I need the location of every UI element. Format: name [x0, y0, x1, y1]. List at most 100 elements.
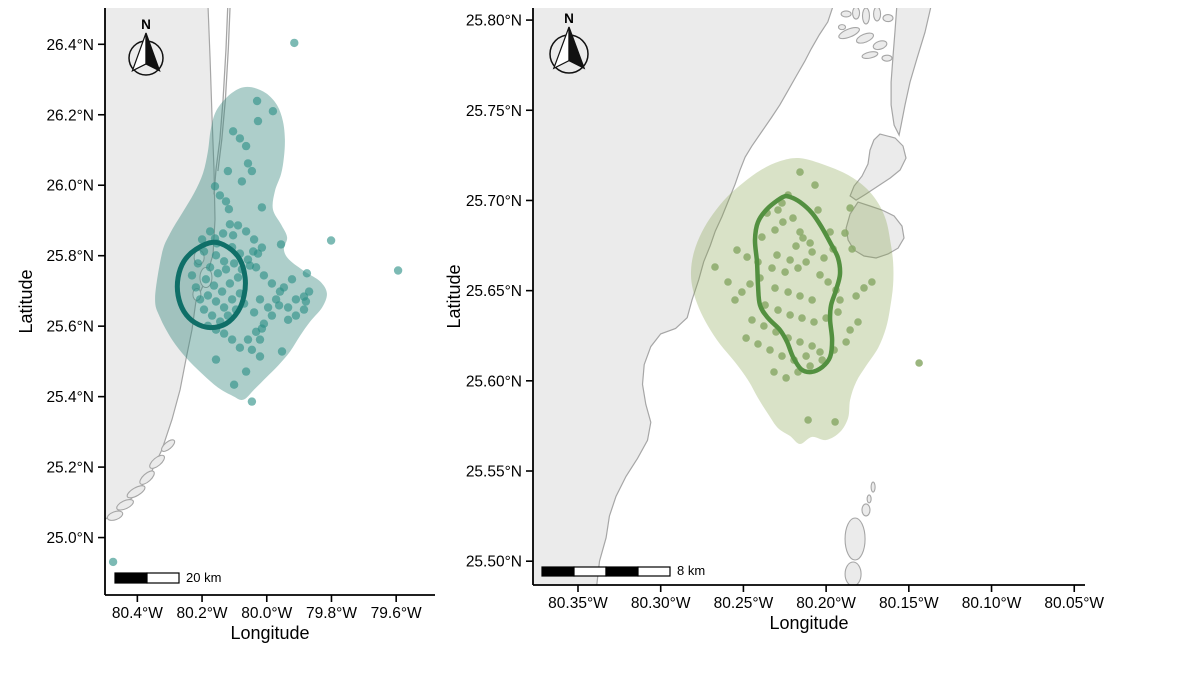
x-axis-title: Longitude [230, 623, 309, 643]
location-point [211, 297, 221, 306]
location-point [291, 311, 301, 320]
location-point [860, 284, 868, 292]
location-point [802, 352, 810, 360]
location-point [771, 226, 779, 234]
location-point [223, 166, 233, 176]
location-point [299, 305, 309, 314]
location-point [277, 347, 287, 356]
x-tick-label: 80.20°W [796, 595, 856, 612]
y-tick-label: 25.70°N [466, 193, 522, 210]
location-point [796, 338, 804, 346]
location-point [758, 233, 766, 241]
location-point [808, 342, 816, 350]
location-point [301, 297, 311, 306]
location-point [259, 319, 269, 328]
location-point [219, 257, 229, 266]
x-tick-label: 80.10°W [962, 595, 1022, 612]
location-point [770, 368, 778, 376]
scale-bar-segment [541, 566, 575, 577]
location-point [199, 247, 209, 256]
scale-bar-label: 20 km [186, 570, 221, 585]
location-point [834, 308, 842, 316]
location-point [796, 228, 804, 236]
location-point [225, 279, 235, 288]
location-point [257, 203, 267, 212]
location-point [259, 271, 269, 280]
y-tick-label: 25.80°N [466, 13, 522, 30]
scale-bar-segment [637, 566, 671, 577]
location-point [253, 249, 263, 258]
location-point [792, 242, 800, 250]
location-point [255, 352, 265, 361]
location-point [746, 280, 754, 288]
x-tick-label: 80.05°W [1044, 595, 1104, 612]
barrier-coastline [213, 8, 229, 195]
location-point [836, 296, 844, 304]
location-point [852, 292, 860, 300]
north-arrow: N [549, 11, 589, 74]
island-ellipse [837, 24, 847, 31]
location-point [743, 253, 751, 261]
location-point [842, 338, 850, 346]
location-point [251, 263, 261, 272]
location-point [197, 235, 207, 244]
location-point [784, 288, 792, 296]
location-point [915, 359, 923, 367]
location-point [393, 266, 403, 275]
x-tick-label: 80.25°W [714, 595, 774, 612]
map-panel-right: 80.35°W 80.30°W 80.25°W 80.20°W 80.15°W 80.10… [444, 8, 1104, 633]
island-ellipse [840, 10, 852, 18]
scale-bar: 20 km [114, 570, 221, 585]
y-tick-label: 25.4°N [46, 389, 94, 406]
location-point [738, 288, 746, 296]
location-point [781, 268, 789, 276]
location-point [252, 96, 262, 106]
location-point [210, 182, 220, 191]
location-point [267, 279, 277, 288]
location-point [235, 134, 245, 143]
x-tick-label: 79.8°W [306, 605, 357, 622]
location-point [846, 326, 854, 334]
y-tick-label: 25.6°N [46, 319, 94, 336]
location-point [243, 255, 253, 264]
location-point [227, 335, 237, 344]
land-polygon [533, 8, 834, 585]
location-point [247, 166, 257, 176]
island-ellipse [116, 498, 134, 511]
location-point [841, 229, 849, 237]
island-ellipse [852, 8, 861, 20]
location-point [247, 345, 257, 354]
location-point [249, 235, 259, 244]
y-tick-label: 25.65°N [466, 283, 522, 300]
location-point [806, 362, 814, 370]
island-ellipse [873, 8, 882, 22]
scale-bar-label: 8 km [677, 563, 705, 578]
location-point [267, 311, 277, 320]
location-point [247, 397, 257, 406]
x-tick-label: 79.6°W [371, 605, 422, 622]
kde-95-fill [690, 157, 894, 445]
location-point [283, 303, 293, 312]
location-point [774, 306, 782, 314]
location-point [205, 227, 215, 236]
location-point [818, 356, 826, 364]
location-point [290, 38, 299, 48]
location-point [806, 239, 814, 247]
location-point [831, 418, 839, 426]
location-point [768, 264, 776, 272]
y-tick-label: 25.0°N [46, 530, 94, 547]
island-ellipse [872, 40, 888, 51]
location-point [207, 311, 217, 320]
scale-bar-segment [146, 572, 180, 584]
location-point [754, 340, 762, 348]
location-point [820, 254, 828, 262]
location-point [195, 295, 205, 304]
location-point [203, 291, 213, 300]
location-point [283, 315, 293, 324]
location-point [108, 557, 118, 567]
x-tick-label: 80.4°W [112, 605, 163, 622]
location-point [233, 221, 243, 230]
location-point [218, 229, 228, 238]
